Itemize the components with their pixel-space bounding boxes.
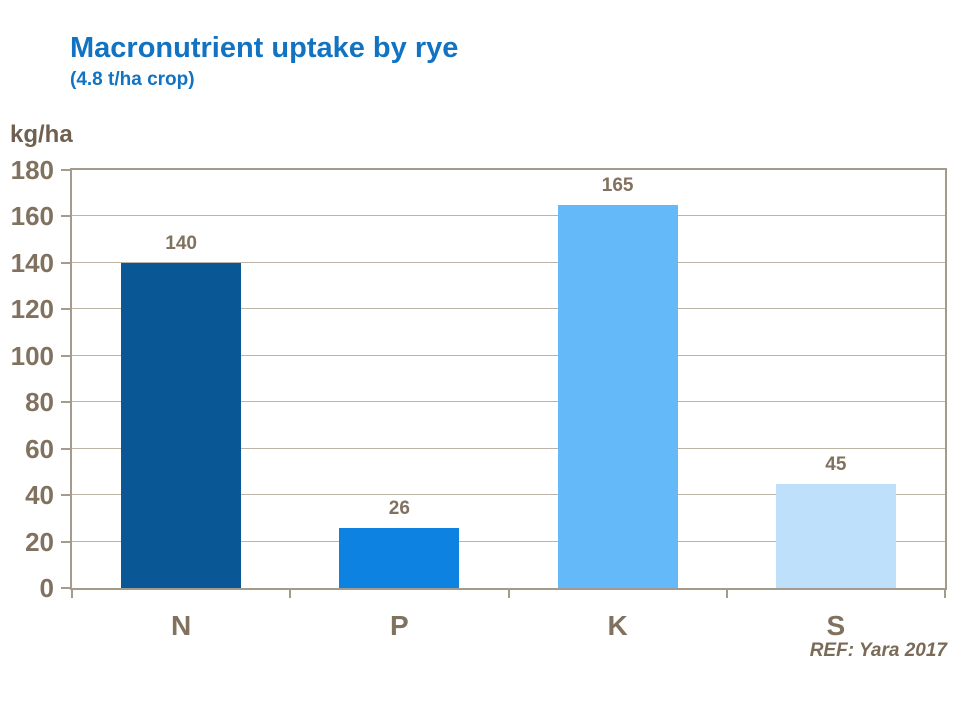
- y-axis-tick-label: 60: [25, 433, 54, 464]
- x-axis-label: K: [607, 610, 628, 641]
- bar-value-label: 26: [388, 497, 410, 519]
- gridline: [72, 447, 945, 449]
- y-axis-tick: [61, 308, 72, 311]
- gridline: [72, 215, 945, 217]
- bar-value-label: 45: [825, 453, 847, 475]
- gridline: [72, 354, 945, 356]
- plot-area: 0 20 40 60 80 100 120 140 160 180 140 N 26 P 165 K 45 S: [11, 157, 947, 641]
- x-axis-label: S: [826, 610, 846, 641]
- bar-value-label: 140: [165, 232, 197, 254]
- y-axis-tick: [61, 447, 72, 450]
- x-axis-label: N: [171, 610, 192, 641]
- y-axis-tick-label: 160: [10, 201, 54, 232]
- bar-S: [775, 483, 896, 588]
- y-axis-tick: [61, 494, 72, 497]
- x-axis-tick: [289, 588, 292, 598]
- gridline: [72, 494, 945, 496]
- gridline: [72, 540, 945, 542]
- y-axis-tick-label: 100: [10, 340, 54, 371]
- x-axis-label: P: [390, 610, 409, 641]
- bar-value-label: 165: [601, 174, 634, 196]
- chart-subtitle: (4.8 t/ha crop): [70, 69, 195, 90]
- gridline: [72, 401, 945, 403]
- y-axis-tick: [61, 261, 72, 264]
- x-axis-tick: [944, 588, 946, 598]
- y-axis-tick-label: 140: [10, 247, 54, 278]
- y-axis-tick: [61, 540, 72, 543]
- y-axis-tick-label: 40: [25, 480, 54, 511]
- y-axis-tick: [61, 401, 72, 404]
- y-axis-unit-label: kg/ha: [10, 121, 73, 148]
- y-axis-tick-label: 180: [10, 155, 54, 185]
- chart-title: Macronutrient uptake by rye: [70, 32, 459, 64]
- reference-text: REF: Yara 2017: [809, 640, 947, 661]
- gridline: [72, 261, 945, 263]
- y-axis-tick-label: 0: [39, 573, 54, 603]
- x-axis-tick: [725, 588, 728, 598]
- x-axis-tick: [507, 588, 510, 598]
- y-axis-tick-label: 120: [10, 294, 54, 325]
- bar-P: [339, 527, 460, 588]
- y-axis-tick-label: 20: [25, 526, 54, 557]
- y-axis-tick: [61, 587, 72, 589]
- bar-K: [557, 204, 678, 588]
- y-axis-tick: [61, 354, 72, 357]
- y-axis-tick: [61, 169, 72, 171]
- bar-N: [121, 262, 242, 588]
- y-axis-tick: [61, 215, 72, 218]
- x-axis-tick: [71, 588, 73, 598]
- y-axis-tick-label: 80: [25, 387, 54, 418]
- gridline: [72, 308, 945, 310]
